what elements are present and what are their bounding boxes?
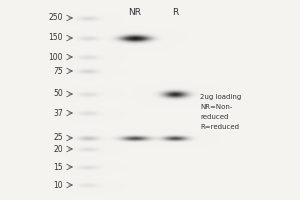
Text: 250: 250	[49, 14, 63, 22]
Text: 37: 37	[53, 108, 63, 117]
Text: 25: 25	[53, 134, 63, 142]
Text: R=reduced: R=reduced	[200, 124, 239, 130]
Text: 75: 75	[53, 66, 63, 75]
Text: 150: 150	[49, 33, 63, 43]
Text: R: R	[172, 8, 178, 17]
Text: 2ug loading: 2ug loading	[200, 94, 241, 100]
Text: NR: NR	[128, 8, 142, 17]
Text: NR=Non-: NR=Non-	[200, 104, 233, 110]
Text: 10: 10	[53, 180, 63, 190]
Text: 100: 100	[49, 52, 63, 62]
Text: 50: 50	[53, 90, 63, 98]
Text: reduced: reduced	[200, 114, 228, 120]
Text: 15: 15	[53, 162, 63, 171]
Text: 20: 20	[53, 144, 63, 154]
